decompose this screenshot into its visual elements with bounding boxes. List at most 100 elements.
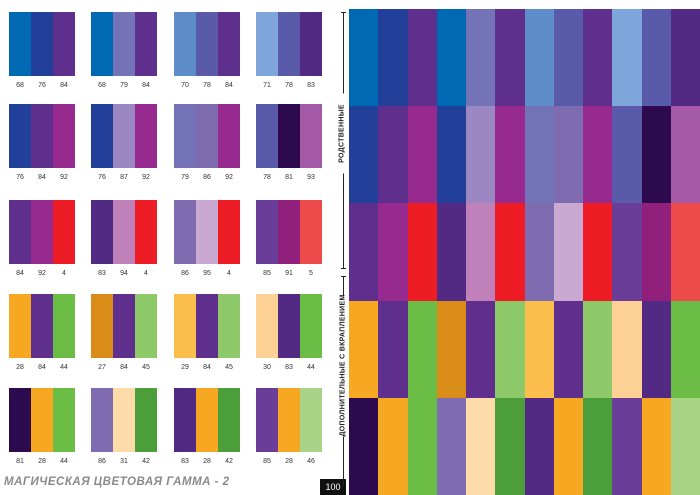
swatch-codes: 70 78 84 <box>174 82 240 89</box>
swatch-code: 81 <box>285 174 293 181</box>
swatch-code: 79 <box>181 174 189 181</box>
grid-color-cell <box>495 9 525 107</box>
grid-color-cell <box>641 9 671 107</box>
swatch-codes: 83 28 42 <box>174 458 240 465</box>
swatch-color-column <box>135 294 157 358</box>
color-swatch <box>9 104 75 168</box>
swatch-code: 28 <box>285 458 293 465</box>
swatch-code: 71 <box>263 82 271 89</box>
grid-color-cell <box>407 300 437 398</box>
swatch-color-column <box>31 388 53 452</box>
swatch-code: 84 <box>38 174 46 181</box>
related-range-tick-bottom <box>341 268 346 269</box>
swatch-color-column <box>218 388 240 452</box>
swatch-color-column <box>135 12 157 76</box>
grid-color-cell <box>524 203 554 301</box>
swatch-color-column <box>113 12 135 76</box>
swatch-code: 83 <box>285 364 293 371</box>
grid-color-cell <box>495 397 525 495</box>
color-swatch <box>256 12 322 76</box>
swatch-color-column <box>278 104 300 168</box>
swatch-code: 4 <box>62 270 66 277</box>
color-swatch <box>91 388 157 452</box>
swatch-codes: 86 95 4 <box>174 270 240 277</box>
grid-color-cell <box>583 300 613 398</box>
grid-color-cell <box>495 203 525 301</box>
footer-title: МАГИЧЕСКАЯ ЦВЕТОВАЯ ГАММА - 2 <box>4 476 230 488</box>
swatch-color-column <box>135 388 157 452</box>
grid-color-cell <box>612 397 642 495</box>
grid-color-cell <box>670 9 700 107</box>
swatch-color-column <box>174 104 196 168</box>
swatch-code: 92 <box>60 174 68 181</box>
swatch-code: 95 <box>203 270 211 277</box>
swatch-code: 42 <box>225 458 233 465</box>
swatch-color-column <box>300 12 322 76</box>
grid-color-cell <box>670 397 700 495</box>
grid-color-cell <box>670 203 700 301</box>
swatch-code: 84 <box>142 82 150 89</box>
grid-color-cell <box>466 300 496 398</box>
grid-color-cell <box>378 106 408 204</box>
grid-color-cell <box>436 203 466 301</box>
color-swatch <box>91 200 157 264</box>
grid-color-cell <box>524 9 554 107</box>
swatch-code: 44 <box>60 364 68 371</box>
swatch-code: 92 <box>225 174 233 181</box>
grid-color-cell <box>553 397 583 495</box>
grid-color-cell <box>553 203 583 301</box>
grid-color-cell <box>641 106 671 204</box>
grid-color-cell <box>583 106 613 204</box>
swatch-codes: 81 28 44 <box>9 458 75 465</box>
swatch-color-column <box>31 12 53 76</box>
swatch-color-column <box>174 200 196 264</box>
grid-color-cell <box>583 9 613 107</box>
complementary-range-tick-top <box>341 276 346 277</box>
color-swatch <box>256 294 322 358</box>
swatch-codes: 79 86 92 <box>174 174 240 181</box>
grid-color-cell <box>407 203 437 301</box>
swatch-color-column <box>196 200 218 264</box>
swatch-color-column <box>300 388 322 452</box>
swatch-codes: 85 28 46 <box>256 458 322 465</box>
large-color-grid <box>349 9 700 495</box>
swatch-color-column <box>31 294 53 358</box>
swatch-codes: 27 84 45 <box>91 364 157 371</box>
swatch-code: 27 <box>98 364 106 371</box>
swatch-color-column <box>91 12 113 76</box>
swatch-code: 84 <box>16 270 24 277</box>
swatch-color-column <box>278 200 300 264</box>
grid-color-cell <box>466 106 496 204</box>
color-swatch <box>174 12 240 76</box>
grid-color-cell <box>349 106 379 204</box>
swatch-code: 83 <box>307 82 315 89</box>
swatch-code: 45 <box>142 364 150 371</box>
grid-color-cell <box>349 9 379 107</box>
grid-color-cell <box>641 203 671 301</box>
swatch-color-column <box>218 200 240 264</box>
swatch-code: 92 <box>38 270 46 277</box>
complementary-label: ДОПОЛНИТЕЛЬНЫЕ С ВКРАПЛЕНИЕМ <box>339 294 347 437</box>
grid-color-cell <box>553 9 583 107</box>
swatch-code: 70 <box>181 82 189 89</box>
swatch-code: 44 <box>307 364 315 371</box>
swatch-color-column <box>91 388 113 452</box>
swatch-codes: 29 84 45 <box>174 364 240 371</box>
swatch-codes: 30 83 44 <box>256 364 322 371</box>
grid-color-cell <box>612 106 642 204</box>
grid-color-cell <box>407 106 437 204</box>
swatch-codes: 76 87 92 <box>91 174 157 181</box>
swatch-color-column <box>135 200 157 264</box>
swatch-color-column <box>196 104 218 168</box>
swatch-color-column <box>9 104 31 168</box>
swatch-color-column <box>278 294 300 358</box>
grid-color-cell <box>641 397 671 495</box>
related-label: РОДСТВЕННЫЕ <box>338 93 346 174</box>
grid-color-cell <box>612 203 642 301</box>
color-swatch <box>174 388 240 452</box>
swatch-code: 84 <box>203 364 211 371</box>
swatch-code: 84 <box>60 82 68 89</box>
swatch-color-column <box>300 200 322 264</box>
swatch-code: 85 <box>263 458 271 465</box>
swatch-color-column <box>300 294 322 358</box>
